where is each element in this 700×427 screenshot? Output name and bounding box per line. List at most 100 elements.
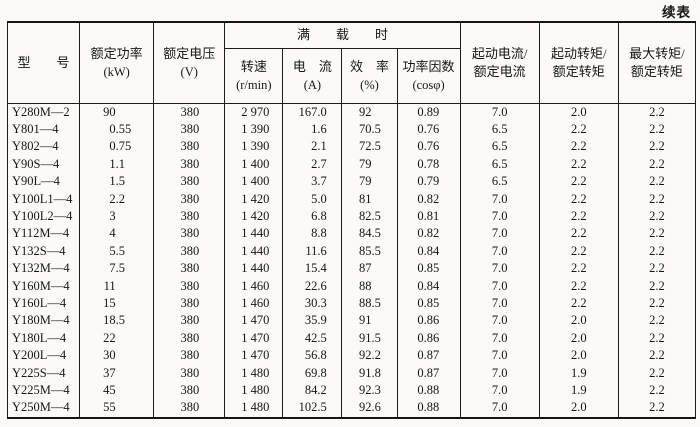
cell-speed-rpm: 1 420: [224, 190, 284, 208]
cell-model: Y802—4: [6, 138, 81, 156]
table-row: Y160L—4 15 380 1 460 30.3 88.5 0.85 7.0 2.2 2.2: [6, 294, 697, 313]
cell-power-factor: 0.87: [396, 364, 461, 382]
cell-power-factor: 0.82: [396, 190, 461, 208]
cell-rated-voltage-v: 380: [153, 120, 226, 139]
cell-efficiency-pct: 91: [341, 312, 398, 330]
header-speed-unit: (r/min): [236, 77, 272, 92]
cell-start-torque-ratio: 2.2: [538, 190, 619, 208]
header-speed-line1: 转速: [240, 58, 267, 74]
cell-rated-power-kw: 90: [79, 103, 155, 121]
cell-rated-power-kw: 7.5: [79, 260, 155, 278]
cell-current-a: 2.1: [282, 138, 343, 156]
cell-max-torque-ratio: 2.2: [617, 225, 697, 243]
cell-current-a: 167.0: [282, 103, 343, 121]
cell-max-torque-ratio: 2.2: [617, 138, 697, 156]
cell-rated-voltage-v: 380: [153, 190, 226, 208]
cell-max-torque-ratio: 2.2: [617, 120, 697, 139]
cell-start-torque-ratio: 2.2: [538, 277, 619, 295]
cell-model: Y90L—4: [6, 173, 81, 191]
cell-power-factor: 0.86: [396, 312, 461, 330]
cell-max-torque-ratio: 2.2: [617, 277, 697, 295]
cell-start-current-ratio: 7.0: [459, 364, 540, 382]
cell-rated-power-kw: 55: [79, 399, 155, 418]
cell-power-factor: 0.82: [396, 225, 461, 243]
cell-start-current-ratio: 7.0: [459, 207, 540, 226]
cell-efficiency-pct: 92.6: [341, 399, 398, 418]
cell-rated-power-kw: 30: [79, 347, 155, 365]
cell-current-a: 56.8: [282, 347, 343, 365]
cell-current-a: 2.7: [282, 155, 343, 174]
cell-rated-power-kw: 3: [79, 207, 155, 226]
cell-start-current-ratio: 7.0: [459, 190, 540, 208]
cell-rated-voltage-v: 380: [153, 103, 226, 121]
header-start-current-ratio: 起动电流/ 额定电流: [459, 21, 540, 104]
cell-speed-rpm: 1 390: [224, 138, 284, 156]
table-row: Y180M—4 18.5 380 1 470 35.9 91 0.86 7.0 2.0 2.2: [6, 312, 697, 330]
table-row: Y180L—4 22 380 1 470 42.5 91.5 0.86 7.0 2.0 2.2: [6, 329, 697, 348]
cell-speed-rpm: 1 440: [224, 242, 284, 261]
header-current: 电 流 (A): [282, 47, 343, 104]
cell-power-factor: 0.88: [396, 399, 461, 418]
cell-start-current-ratio: 6.5: [459, 173, 540, 191]
header-power-factor: 功率因数 (cosφ): [396, 47, 461, 104]
cell-start-torque-ratio: 2.2: [538, 207, 619, 226]
header-speed: 转速 (r/min): [224, 47, 284, 104]
cell-current-a: 30.3: [282, 294, 343, 313]
cell-efficiency-pct: 92.3: [341, 382, 398, 400]
header-rated-voltage-line1: 额定电压: [163, 45, 216, 61]
cell-max-torque-ratio: 2.2: [617, 190, 697, 208]
cell-max-torque-ratio: 2.2: [617, 382, 697, 400]
cell-start-torque-ratio: 2.0: [538, 312, 619, 330]
cell-max-torque-ratio: 2.2: [617, 329, 697, 348]
cell-start-torque-ratio: 2.2: [538, 225, 619, 243]
cell-rated-voltage-v: 380: [153, 382, 226, 400]
cell-model: Y160M—4: [6, 277, 81, 295]
cell-rated-voltage-v: 380: [153, 173, 226, 191]
cell-start-torque-ratio: 2.2: [538, 155, 619, 174]
cell-speed-rpm: 1 440: [224, 225, 284, 243]
cell-current-a: 15.4: [282, 260, 343, 278]
header-model: 型 号: [6, 21, 81, 104]
table-row: Y225M—4 45 380 1 480 84.2 92.3 0.88 7.0 1.9 2.2: [6, 382, 697, 400]
cell-start-torque-ratio: 2.2: [538, 294, 619, 313]
cell-power-factor: 0.85: [396, 294, 461, 313]
cell-rated-power-kw: 4: [79, 225, 155, 243]
header-start-current-ratio-line1: 起动电流/: [471, 45, 528, 61]
cell-current-a: 8.8: [282, 225, 343, 243]
cell-efficiency-pct: 85.5: [341, 242, 398, 261]
header-start-torque-ratio-line1: 起动转矩/: [550, 45, 607, 61]
table-row: Y132S—4 5.5 380 1 440 11.6 85.5 0.84 7.0 2.2 2.2: [6, 242, 697, 261]
cell-max-torque-ratio: 2.2: [617, 347, 697, 365]
cell-power-factor: 0.79: [396, 173, 461, 191]
cell-rated-power-kw: 18.5: [79, 312, 155, 330]
header-rated-power-unit: (kW): [103, 64, 130, 79]
cell-model: Y132S—4: [6, 242, 81, 261]
header-efficiency-line1: 效 率: [349, 58, 389, 74]
cell-current-a: 5.0: [282, 190, 343, 208]
cell-speed-rpm: 1 470: [224, 329, 284, 348]
cell-rated-power-kw: 0.75: [79, 138, 155, 156]
table-row: Y200L—4 30 380 1 470 56.8 92.2 0.87 7.0 2.0 2.2: [6, 347, 697, 365]
cell-start-current-ratio: 7.0: [459, 329, 540, 348]
header-full-load: 满 载 时: [224, 21, 461, 49]
cell-speed-rpm: 1 460: [224, 277, 284, 295]
cell-power-factor: 0.86: [396, 329, 461, 348]
cell-speed-rpm: 1 470: [224, 312, 284, 330]
cell-model: Y225M—4: [6, 382, 81, 400]
table-row: Y132M—4 7.5 380 1 440 15.4 87 0.85 7.0 2.2 2.2: [6, 260, 697, 278]
cell-model: Y90S—4: [6, 155, 81, 174]
header-start-current-ratio-line2: 额定电流: [473, 63, 526, 79]
table-row: Y112M—4 4 380 1 440 8.8 84.5 0.82 7.0 2.2 2.2: [6, 225, 697, 243]
cell-efficiency-pct: 72.5: [341, 138, 398, 156]
header-rated-power-line1: 额定功率: [90, 45, 143, 61]
cell-max-torque-ratio: 2.2: [617, 155, 697, 174]
header-max-torque-ratio: 最大转矩/ 额定转矩: [617, 21, 697, 104]
cell-speed-rpm: 1 440: [224, 260, 284, 278]
table-row: Y90S—4 1.1 380 1 400 2.7 79 0.78 6.5 2.2 2.2: [6, 155, 697, 174]
cell-efficiency-pct: 92: [341, 103, 398, 121]
cell-rated-voltage-v: 380: [153, 138, 226, 156]
cell-start-torque-ratio: 1.9: [538, 364, 619, 382]
cell-rated-power-kw: 1.1: [79, 155, 155, 174]
cell-power-factor: 0.76: [396, 138, 461, 156]
cell-start-current-ratio: 6.5: [459, 120, 540, 139]
